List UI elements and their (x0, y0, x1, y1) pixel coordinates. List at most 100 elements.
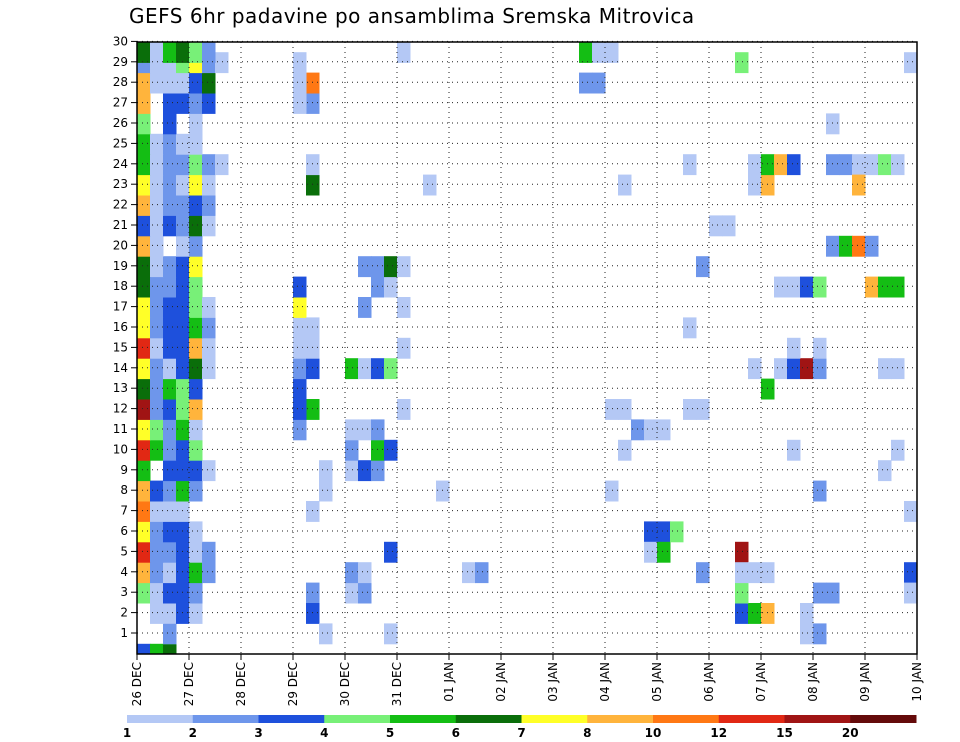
y-tick-label: 19 (113, 259, 128, 273)
heatmap-cell (150, 501, 164, 522)
heatmap-cell (163, 501, 177, 522)
heatmap-cell (644, 419, 658, 441)
y-tick-label: 1 (120, 626, 128, 640)
colorbar: 1 2 3 4 5 6 7 8 10 12 15 20 (123, 715, 917, 740)
heatmap-cell (774, 358, 788, 380)
y-tick-label: 4 (120, 565, 128, 579)
heatmap-cell (384, 358, 398, 380)
heatmap-cell (696, 256, 710, 278)
heatmap-cell (384, 439, 398, 461)
heatmap-cell (189, 42, 203, 63)
heatmap-cell (189, 256, 203, 278)
heatmap-cell (904, 52, 918, 74)
heatmap-cell (163, 42, 177, 63)
heatmap-cell (150, 72, 164, 94)
heatmap-cell (904, 562, 918, 584)
y-tick-label: 7 (120, 504, 128, 518)
heatmap-cell (345, 562, 359, 584)
heatmap-cell (358, 358, 372, 380)
y-tick-label: 21 (113, 218, 128, 232)
y-tick-label: 12 (113, 402, 128, 416)
heatmap-cell (293, 72, 307, 94)
heatmap-cell (345, 419, 359, 441)
colorbar-swatch (258, 715, 325, 723)
heatmap-cell (163, 317, 177, 339)
colorbar-label: 20 (842, 726, 859, 740)
heatmap-cell (722, 215, 736, 237)
heatmap-cell (800, 276, 814, 298)
heatmap-cell (319, 623, 333, 645)
heatmap-cell (150, 297, 164, 318)
heatmap-cell (176, 297, 190, 318)
x-tick-label: 02 JAN (494, 662, 508, 702)
heatmap-cell (787, 337, 801, 359)
heatmap-cell (137, 643, 151, 654)
heatmap-cell (176, 72, 190, 94)
heatmap-cell (306, 501, 320, 522)
y-tick-label: 14 (113, 361, 128, 375)
heatmap-cell (137, 562, 151, 584)
heatmap-cell (293, 52, 307, 74)
heatmap-cell (774, 276, 788, 298)
y-tick-label: 13 (113, 381, 128, 395)
heatmap-cell (735, 541, 749, 563)
heatmap-cell (579, 72, 593, 94)
heatmap-cell (176, 276, 190, 298)
heatmap-cell (306, 582, 320, 604)
heatmap-cell (176, 582, 190, 604)
heatmap-cell (163, 93, 177, 114)
y-tick-label: 29 (113, 55, 128, 69)
heatmap-cell (163, 521, 177, 543)
heatmap-cell (306, 93, 320, 114)
heatmap-cell (891, 276, 905, 298)
x-axis: 26 DEC 27 DEC 28 DEC 29 DEC 30 DEC 31 DEC 01 J… (130, 654, 924, 706)
heatmap-cell (657, 419, 671, 441)
colorbar-label: 5 (386, 726, 394, 740)
colorbar-swatch (127, 715, 194, 723)
heatmap-cell (826, 154, 840, 176)
heatmap-cell (150, 541, 164, 563)
x-tick-label: 28 DEC (234, 662, 248, 706)
heatmap-cell (202, 174, 216, 196)
heatmap-cell (137, 399, 151, 420)
x-tick-label: 29 DEC (286, 662, 300, 706)
y-tick-label: 2 (120, 606, 128, 620)
heatmap-cell (176, 337, 190, 359)
heatmap-cell (813, 276, 827, 298)
heatmap-cell (748, 562, 762, 584)
heatmap-cell (865, 276, 879, 298)
heatmap-cell (163, 643, 177, 654)
heatmap-cell (150, 235, 164, 257)
heatmap-cell (150, 42, 164, 63)
heatmap-cell (761, 154, 775, 176)
heatmap-cell (683, 317, 697, 339)
heatmap-cell (189, 399, 203, 420)
heatmap-cell (826, 582, 840, 604)
heatmap-cell (800, 358, 814, 380)
heatmap-cell (189, 603, 203, 624)
heatmap-cell (683, 154, 697, 176)
heatmap-cell (189, 72, 203, 94)
heatmap-cell (748, 603, 762, 624)
heatmap-cell (150, 276, 164, 298)
heatmap-cell (150, 643, 164, 654)
x-tick-label: 06 JAN (702, 662, 716, 702)
heatmap-cell (618, 399, 632, 420)
heatmap-cell (176, 215, 190, 237)
heatmap-cell (202, 337, 216, 359)
heatmap-cell (189, 358, 203, 380)
heatmap-cell (345, 460, 359, 482)
heatmap-cell (163, 215, 177, 237)
y-tick-label: 28 (113, 75, 128, 89)
heatmap-cell (163, 133, 177, 155)
heatmap-cell (150, 195, 164, 216)
heatmap-cell (163, 460, 177, 482)
heatmap-cell (189, 133, 203, 155)
heatmap-cell (293, 419, 307, 441)
heatmap-cell (189, 460, 203, 482)
heatmap-cell (150, 358, 164, 380)
heatmap-cell (176, 460, 190, 482)
y-tick-label: 6 (120, 524, 128, 538)
x-tick-label: 31 DEC (390, 662, 404, 706)
heatmap-cell (176, 419, 190, 441)
